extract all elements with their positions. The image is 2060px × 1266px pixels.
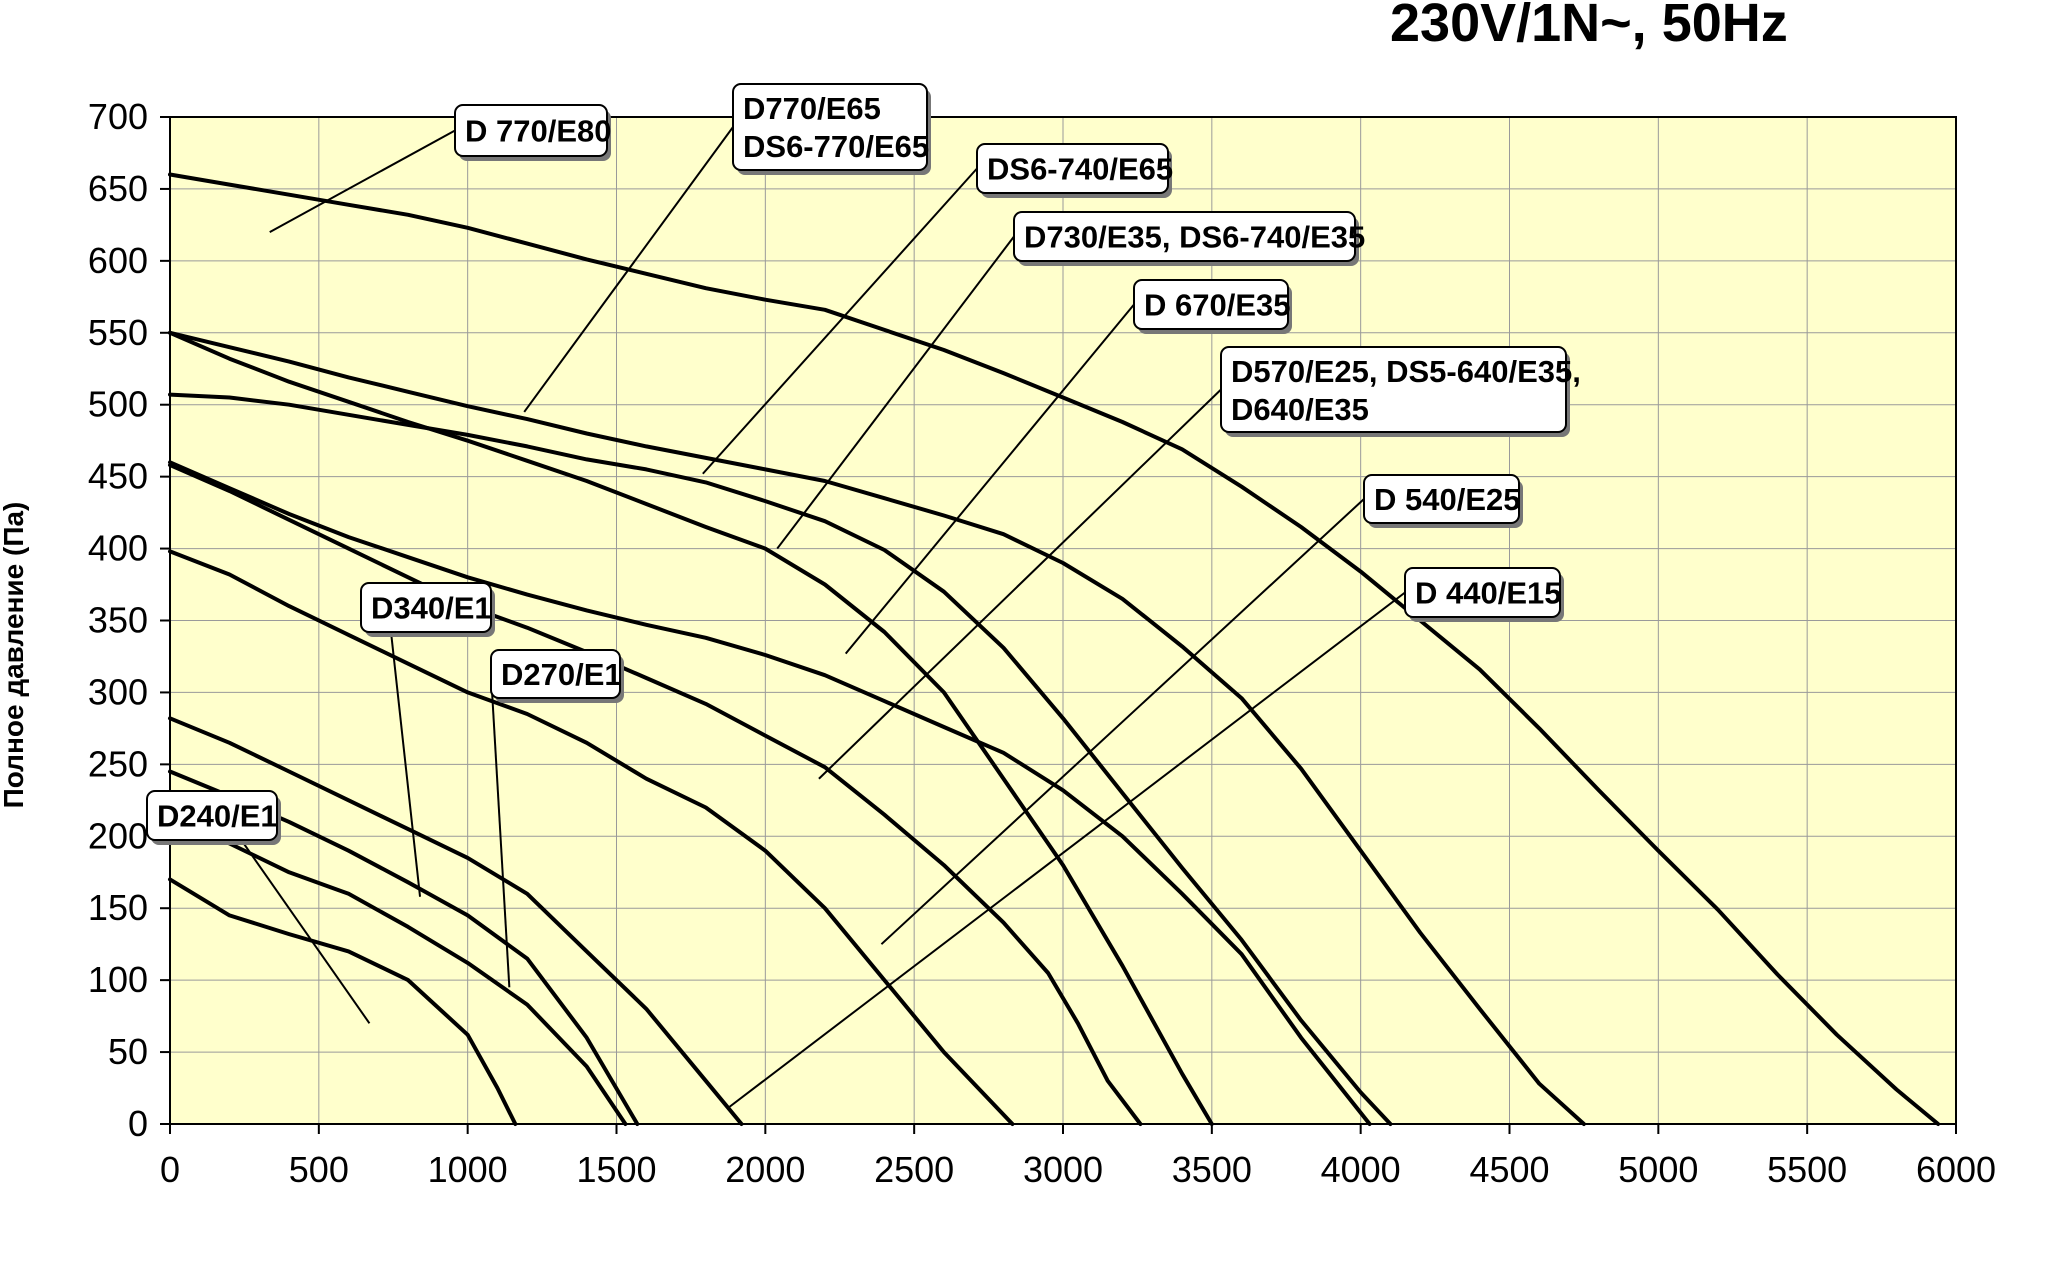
- chart-title: 230V/1N~, 50Hz: [1390, 0, 1788, 53]
- y-tick-label: 700: [88, 96, 148, 137]
- callout-leader-line: [729, 591, 1406, 1108]
- x-tick-label: 500: [289, 1149, 349, 1190]
- callout-leader-line: [269, 129, 456, 233]
- x-tick-label: 5000: [1618, 1149, 1698, 1190]
- x-tick-label: 0: [160, 1149, 180, 1190]
- callout-box: [360, 582, 492, 633]
- callout-label: D240/E1: [157, 799, 278, 834]
- callout-leader-line: [490, 673, 511, 988]
- callout-leader-line: [702, 167, 978, 475]
- callout-label: D770/E65: [743, 91, 881, 126]
- callout-box: [1363, 474, 1520, 524]
- fan-curve-8: [168, 330, 1214, 1126]
- callout-leader-line: [776, 235, 1015, 550]
- y-tick-label: 500: [88, 384, 148, 425]
- callout-box: [454, 104, 608, 157]
- callout-leader-line: [818, 388, 1222, 780]
- y-tick-label: 650: [88, 168, 148, 209]
- callout-label: D730/E35, DS6-740/E35: [1024, 220, 1365, 255]
- fan-curve-5: [168, 549, 1015, 1126]
- fan-curve-9: [168, 392, 1393, 1126]
- callout-leader-line: [880, 498, 1365, 945]
- y-tick-label: 300: [88, 671, 148, 712]
- x-tick-label: 2000: [725, 1149, 805, 1190]
- callout-leader-line: [390, 631, 422, 897]
- fan-curve-6: [168, 463, 1143, 1126]
- x-tick-label: 4500: [1469, 1149, 1549, 1190]
- fan-curve-4: [168, 716, 744, 1126]
- y-tick-label: 250: [88, 743, 148, 784]
- x-tick-label: 4000: [1321, 1149, 1401, 1190]
- y-tick-label: 100: [88, 959, 148, 1000]
- fan-curve-11: [168, 172, 1941, 1126]
- y-tick-label: 450: [88, 456, 148, 497]
- callout-box: [1013, 211, 1356, 262]
- callout-label: D270/E1: [501, 657, 622, 692]
- callout-box: [1220, 346, 1567, 433]
- x-tick-label: 1000: [428, 1149, 508, 1190]
- callout-label-line2: DS6-770/E65: [743, 129, 929, 164]
- callout-label: D 540/E25: [1374, 482, 1521, 517]
- x-tick-label: 3500: [1172, 1149, 1252, 1190]
- y-tick-label: 0: [128, 1103, 148, 1144]
- x-tick-label: 1500: [576, 1149, 656, 1190]
- callout-label-line2: D640/E35: [1231, 392, 1369, 427]
- y-tick-label: 200: [88, 815, 148, 856]
- y-tick-label: 600: [88, 240, 148, 281]
- x-tick-label: 5500: [1767, 1149, 1847, 1190]
- y-tick-label: 150: [88, 887, 148, 928]
- callout-leader-line: [523, 126, 734, 413]
- callout-label: D 670/E35: [1144, 288, 1291, 323]
- callout-box: [732, 83, 928, 171]
- callout-box: [146, 790, 278, 841]
- y-tick-label: 550: [88, 312, 148, 353]
- fan-curve-7: [168, 460, 1372, 1126]
- x-tick-label: 2500: [874, 1149, 954, 1190]
- callout-box: [976, 143, 1169, 194]
- callout-box: [1404, 567, 1561, 618]
- callout-box: [490, 649, 621, 699]
- y-tick-label: 350: [88, 600, 148, 641]
- x-tick-label: 6000: [1916, 1149, 1996, 1190]
- fan-curve-10: [168, 330, 1586, 1126]
- callout-label: D 440/E15: [1415, 576, 1562, 611]
- callout-label: D340/E1: [371, 591, 492, 626]
- callout-label: D570/E25, DS5-640/E35,: [1231, 354, 1581, 389]
- y-tick-label: 400: [88, 528, 148, 569]
- callout-label: D 770/E80: [465, 114, 612, 149]
- callout-leader-line: [844, 303, 1135, 655]
- x-tick-label: 3000: [1023, 1149, 1103, 1190]
- y-tick-label: 50: [108, 1031, 148, 1072]
- callout-box: [1133, 279, 1289, 330]
- callout-label: DS6-740/E65: [987, 152, 1173, 187]
- fan-curve-1: [168, 877, 518, 1126]
